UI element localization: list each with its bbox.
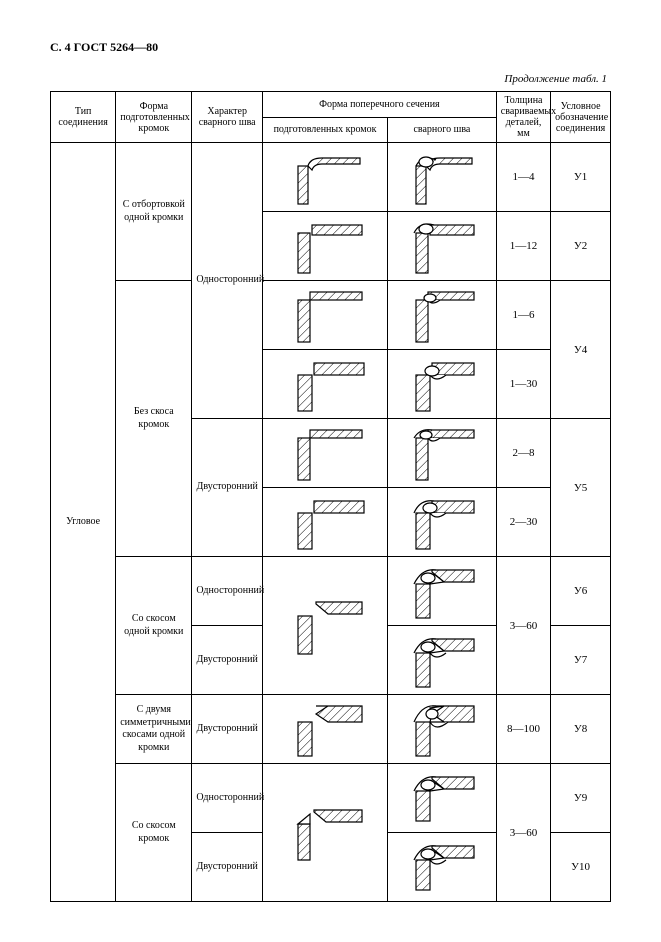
cell-mark: У8 [551, 695, 611, 764]
cell-mark: У5 [551, 419, 611, 557]
diagram-prep [263, 488, 388, 557]
cell-weld-char: Двусторонний [192, 833, 263, 902]
cell-weld-char: Односторонний [192, 143, 263, 419]
diagram-prep [263, 419, 388, 488]
table-row: Угловое С отбортовкой одной кромки Однос… [51, 143, 611, 212]
th-cross-section: Форма поперечного сечения [263, 92, 497, 118]
cell-edge-form: Со скосом кромок [116, 764, 192, 902]
cell-mark: У4 [551, 281, 611, 419]
diagram-weld [388, 350, 497, 419]
table-continuation: Продолжение табл. 1 [50, 73, 611, 85]
diagram-prep [263, 695, 388, 764]
table-row: С двумя симметричными скосами одной кром… [51, 695, 611, 764]
cell-weld-char: Двусторонний [192, 626, 263, 695]
th-prep-edges: подготовленных кромок [263, 117, 388, 143]
diagram-weld [388, 143, 497, 212]
cell-thickness: 1—6 [496, 281, 550, 350]
cell-edge-form: Со скосом одной кромки [116, 557, 192, 695]
table-row: Без скоса кромок 1—6 У4 [51, 281, 611, 350]
diagram-weld [388, 281, 497, 350]
th-edge-form: Форма подготовленных кромок [116, 92, 192, 143]
th-type: Тип соединения [51, 92, 116, 143]
diagram-weld [388, 419, 497, 488]
cell-mark: У10 [551, 833, 611, 902]
th-weld-seam: сварного шва [388, 117, 497, 143]
cell-edge-form: С отбортовкой одной кромки [116, 143, 192, 281]
table-row: Со скосом кромок Односторонний 3—60 [51, 764, 611, 833]
diagram-weld [388, 833, 497, 902]
diagram-prep [263, 143, 388, 212]
diagram-weld [388, 212, 497, 281]
cell-weld-char: Односторонний [192, 557, 263, 626]
cell-thickness: 3—60 [496, 557, 550, 695]
cell-edge-form: Без скоса кромок [116, 281, 192, 557]
cell-weld-char: Двусторонний [192, 419, 263, 557]
diagram-prep [263, 350, 388, 419]
cell-weld-char: Двусторонний [192, 695, 263, 764]
diagram-prep [263, 557, 388, 695]
cell-mark: У6 [551, 557, 611, 626]
diagram-weld [388, 488, 497, 557]
cell-thickness: 1—4 [496, 143, 550, 212]
cell-mark: У9 [551, 764, 611, 833]
diagram-prep [263, 212, 388, 281]
table-row: Со скосом одной кромки Односторонний 3—6… [51, 557, 611, 626]
welds-table: Тип соединения Форма подготовленных кром… [50, 91, 611, 902]
diagram-weld [388, 626, 497, 695]
th-thickness: Толщина свариваемых деталей, мм [496, 92, 550, 143]
cell-mark: У1 [551, 143, 611, 212]
cell-mark: У2 [551, 212, 611, 281]
cell-thickness: 1—30 [496, 350, 550, 419]
cell-thickness: 2—30 [496, 488, 550, 557]
cell-thickness: 2—8 [496, 419, 550, 488]
diagram-weld [388, 557, 497, 626]
th-weld-char: Характер сварного шва [192, 92, 263, 143]
th-designation: Условное обозначение соединения [551, 92, 611, 143]
cell-type: Угловое [51, 143, 116, 902]
cell-weld-char: Односторонний [192, 764, 263, 833]
cell-thickness: 1—12 [496, 212, 550, 281]
cell-thickness: 3—60 [496, 764, 550, 902]
cell-edge-form: С двумя симметричными скосами одной кром… [116, 695, 192, 764]
diagram-weld [388, 695, 497, 764]
diagram-prep [263, 281, 388, 350]
cell-mark: У7 [551, 626, 611, 695]
page-header: С. 4 ГОСТ 5264—80 [50, 40, 611, 55]
diagram-weld [388, 764, 497, 833]
diagram-prep [263, 764, 388, 902]
cell-thickness: 8—100 [496, 695, 550, 764]
